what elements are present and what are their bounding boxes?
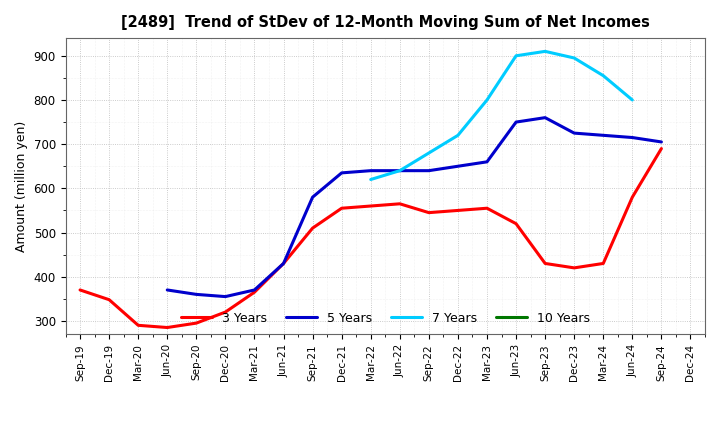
Line: 3 Years: 3 Years bbox=[80, 149, 662, 327]
7 Years bbox=[570, 55, 578, 61]
3 Years bbox=[482, 205, 491, 211]
3 Years bbox=[454, 208, 462, 213]
3 Years bbox=[221, 309, 230, 315]
3 Years bbox=[192, 320, 201, 326]
7 Years bbox=[628, 97, 636, 103]
3 Years bbox=[512, 221, 521, 226]
5 Years bbox=[454, 164, 462, 169]
3 Years bbox=[279, 261, 288, 266]
7 Years bbox=[454, 133, 462, 138]
7 Years bbox=[482, 97, 491, 103]
3 Years bbox=[163, 325, 171, 330]
5 Years bbox=[482, 159, 491, 165]
7 Years bbox=[512, 53, 521, 59]
Line: 5 Years: 5 Years bbox=[167, 117, 662, 297]
5 Years bbox=[599, 133, 608, 138]
3 Years bbox=[76, 287, 84, 293]
3 Years bbox=[657, 146, 666, 151]
5 Years bbox=[570, 131, 578, 136]
5 Years bbox=[279, 261, 288, 266]
5 Years bbox=[163, 287, 171, 293]
5 Years bbox=[308, 194, 317, 200]
3 Years bbox=[338, 205, 346, 211]
3 Years bbox=[250, 290, 258, 295]
5 Years bbox=[192, 292, 201, 297]
5 Years bbox=[250, 287, 258, 293]
7 Years bbox=[541, 49, 549, 54]
5 Years bbox=[657, 139, 666, 145]
7 Years bbox=[599, 73, 608, 78]
Title: [2489]  Trend of StDev of 12-Month Moving Sum of Net Incomes: [2489] Trend of StDev of 12-Month Moving… bbox=[121, 15, 649, 30]
7 Years bbox=[366, 177, 375, 182]
Y-axis label: Amount (million yen): Amount (million yen) bbox=[15, 121, 28, 252]
Line: 7 Years: 7 Years bbox=[371, 51, 632, 180]
3 Years bbox=[541, 261, 549, 266]
5 Years bbox=[628, 135, 636, 140]
3 Years bbox=[366, 203, 375, 209]
5 Years bbox=[425, 168, 433, 173]
5 Years bbox=[395, 168, 404, 173]
3 Years bbox=[105, 297, 114, 302]
7 Years bbox=[425, 150, 433, 156]
3 Years bbox=[425, 210, 433, 215]
3 Years bbox=[599, 261, 608, 266]
5 Years bbox=[338, 170, 346, 176]
5 Years bbox=[512, 119, 521, 125]
5 Years bbox=[541, 115, 549, 120]
7 Years bbox=[395, 168, 404, 173]
3 Years bbox=[134, 323, 143, 328]
5 Years bbox=[221, 294, 230, 299]
3 Years bbox=[308, 225, 317, 231]
3 Years bbox=[570, 265, 578, 271]
Legend: 3 Years, 5 Years, 7 Years, 10 Years: 3 Years, 5 Years, 7 Years, 10 Years bbox=[174, 305, 596, 331]
5 Years bbox=[366, 168, 375, 173]
3 Years bbox=[628, 194, 636, 200]
3 Years bbox=[395, 201, 404, 206]
